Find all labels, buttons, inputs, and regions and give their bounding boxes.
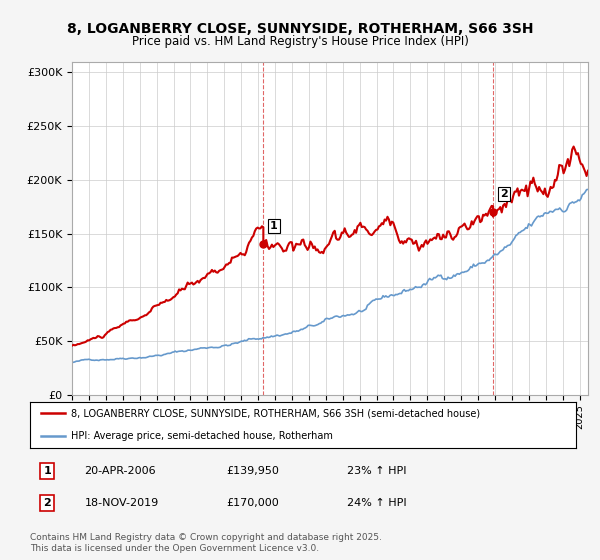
- Text: £170,000: £170,000: [227, 498, 280, 508]
- Text: 18-NOV-2019: 18-NOV-2019: [85, 498, 159, 508]
- Text: 23% ↑ HPI: 23% ↑ HPI: [347, 466, 406, 476]
- Text: 24% ↑ HPI: 24% ↑ HPI: [347, 498, 406, 508]
- Text: 2: 2: [44, 498, 52, 508]
- Text: 8, LOGANBERRY CLOSE, SUNNYSIDE, ROTHERHAM, S66 3SH: 8, LOGANBERRY CLOSE, SUNNYSIDE, ROTHERHA…: [67, 22, 533, 36]
- Text: 1: 1: [270, 221, 278, 231]
- Text: Price paid vs. HM Land Registry's House Price Index (HPI): Price paid vs. HM Land Registry's House …: [131, 35, 469, 48]
- Text: 1: 1: [44, 466, 52, 476]
- Text: 2: 2: [500, 189, 508, 199]
- Text: 8, LOGANBERRY CLOSE, SUNNYSIDE, ROTHERHAM, S66 3SH (semi-detached house): 8, LOGANBERRY CLOSE, SUNNYSIDE, ROTHERHA…: [71, 408, 480, 418]
- Text: HPI: Average price, semi-detached house, Rotherham: HPI: Average price, semi-detached house,…: [71, 431, 333, 441]
- Text: 20-APR-2006: 20-APR-2006: [85, 466, 156, 476]
- Text: £139,950: £139,950: [227, 466, 280, 476]
- Text: Contains HM Land Registry data © Crown copyright and database right 2025.
This d: Contains HM Land Registry data © Crown c…: [30, 533, 382, 553]
